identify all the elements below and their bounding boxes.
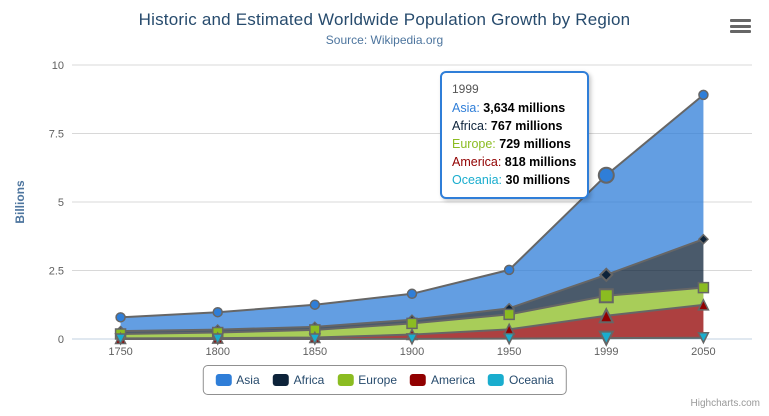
x-axis-label: 1999 — [594, 346, 618, 358]
tooltip-row-oceania: Oceania: 30 millions — [452, 171, 576, 189]
point-africa-1999-hovered[interactable] — [598, 267, 614, 283]
legend-swatch-icon — [337, 374, 354, 386]
tooltip-series-name: Oceania: — [452, 173, 503, 187]
legend-swatch-icon — [410, 374, 427, 386]
x-axis-label: 1900 — [400, 346, 424, 358]
tooltip-series-name: Africa: — [452, 119, 488, 133]
point-oceania-2050[interactable] — [697, 331, 710, 345]
tooltip-series-value: 30 millions — [502, 173, 571, 187]
point-oceania-1900[interactable] — [405, 333, 419, 346]
legend-item-asia[interactable]: Asia — [215, 373, 260, 387]
highcharts-credits-link[interactable]: Highcharts.com — [690, 398, 760, 409]
x-axis-label: 1850 — [303, 346, 327, 358]
point-asia-1950[interactable] — [503, 264, 515, 276]
hamburger-bar — [730, 30, 751, 33]
point-asia-1800[interactable] — [212, 306, 223, 318]
point-europe-1900[interactable] — [406, 317, 418, 330]
x-axis-label: 1800 — [205, 346, 229, 358]
point-africa-2050[interactable] — [697, 233, 709, 245]
legend-swatch-icon — [488, 374, 505, 386]
y-axis-label: 0 — [58, 334, 64, 346]
x-axis-label: 1750 — [108, 346, 132, 358]
tooltip-series-name: America: — [452, 155, 502, 169]
point-oceania-1750[interactable] — [114, 333, 127, 346]
point-europe-1950[interactable] — [503, 308, 515, 321]
tooltip-series-name: Asia: — [452, 101, 480, 115]
tooltip-series-name: Europe: — [452, 137, 496, 151]
legend-label: Africa — [293, 373, 325, 387]
point-asia-1750[interactable] — [115, 312, 126, 323]
tooltip-row-africa: Africa: 767 millions — [452, 117, 576, 135]
y-axis-label: 7.5 — [49, 129, 64, 141]
tooltip-series-value: 767 millions — [487, 119, 563, 133]
y-axis-label: 5 — [58, 197, 64, 209]
point-america-2050[interactable] — [697, 298, 710, 311]
legend-item-europe[interactable]: Europe — [337, 373, 397, 387]
tooltip: 1999 Asia: 3,634 millions Africa: 767 mil… — [440, 71, 590, 199]
legend-label: Oceania — [509, 373, 554, 387]
point-asia-1999-hovered[interactable] — [597, 166, 615, 184]
point-asia-2050[interactable] — [698, 89, 709, 101]
point-asia-1900[interactable] — [406, 288, 418, 300]
legend: Asia Africa Europe America Oceania — [202, 365, 567, 395]
point-oceania-1999-hovered[interactable] — [598, 330, 615, 347]
x-axis-label: 2050 — [691, 346, 715, 358]
y-axis-label: 10 — [52, 60, 64, 72]
chart-title: Historic and Estimated Worldwide Populat… — [138, 10, 631, 29]
point-oceania-1800[interactable] — [211, 333, 224, 346]
legend-item-africa[interactable]: Africa — [272, 373, 325, 387]
hamburger-menu-icon[interactable] — [729, 17, 753, 35]
point-oceania-1950[interactable] — [502, 332, 516, 346]
hamburger-bar — [730, 19, 751, 22]
point-europe-1999-hovered[interactable] — [598, 288, 614, 304]
y-axis-title: Billions — [13, 180, 27, 224]
tooltip-row-asia: Asia: 3,634 millions — [452, 99, 576, 117]
chart-subtitle: Source: Wikipedia.org — [325, 33, 444, 47]
tooltip-series-value: 3,634 millions — [479, 101, 566, 115]
legend-label: Europe — [358, 373, 398, 387]
point-america-1999-hovered[interactable] — [598, 307, 615, 324]
point-asia-1850[interactable] — [309, 299, 321, 310]
tooltip-row-europe: Europe: 729 millions — [452, 135, 576, 153]
y-axis-label: 2.5 — [49, 266, 64, 278]
legend-item-america[interactable]: America — [410, 373, 475, 387]
tooltip-series-value: 729 millions — [495, 137, 571, 151]
point-oceania-1850[interactable] — [308, 333, 322, 346]
area-asia — [120, 94, 704, 332]
tooltip-row-america: America: 818 millions — [452, 153, 576, 171]
x-axis-label: 1950 — [497, 346, 521, 358]
legend-swatch-icon — [272, 374, 289, 386]
tooltip-series-value: 818 millions — [501, 155, 577, 169]
legend-label: America — [431, 373, 476, 387]
area-africa — [120, 239, 704, 334]
point-europe-2050[interactable] — [697, 281, 710, 294]
area-america — [120, 304, 704, 339]
legend-item-oceania[interactable]: Oceania — [488, 373, 554, 387]
legend-swatch-icon — [215, 374, 232, 386]
legend-label: Asia — [236, 373, 260, 387]
hamburger-bar — [730, 24, 751, 28]
tooltip-header: 1999 — [452, 82, 479, 96]
